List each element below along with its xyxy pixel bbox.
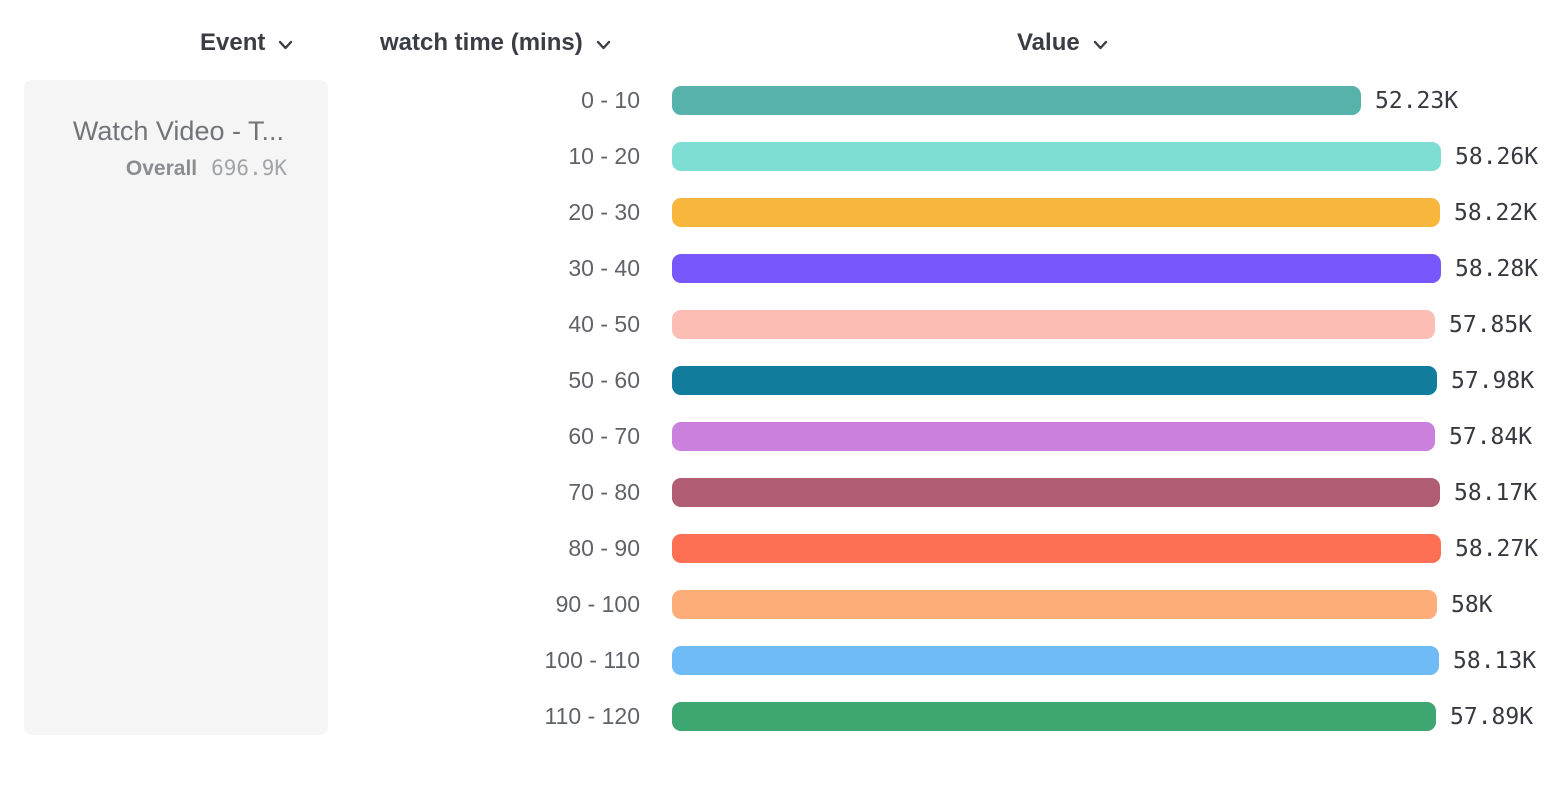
value-bar[interactable] [672, 254, 1441, 283]
value-bar[interactable] [672, 478, 1440, 507]
value-label: 58.22K [1454, 200, 1538, 226]
event-column-dropdown[interactable]: Event [200, 29, 293, 57]
value-bar[interactable] [672, 534, 1441, 563]
chevron-down-icon [1093, 40, 1108, 50]
chart-row: 20 - 30 58.22K [0, 198, 1568, 227]
bucket-label: 50 - 60 [568, 367, 640, 393]
value-column-dropdown[interactable]: Value [1017, 29, 1108, 57]
value-label: 57.85K [1449, 312, 1533, 338]
bucket-label: 110 - 120 [544, 703, 640, 729]
chart-row: 80 - 90 58.27K [0, 534, 1568, 563]
value-column-label: Value [1017, 29, 1080, 56]
chart-row: 50 - 60 57.98K [0, 366, 1568, 395]
chevron-down-icon [596, 40, 611, 50]
chart-row: 70 - 80 58.17K [0, 478, 1568, 507]
chart-row: 100 - 110 58.13K [0, 646, 1568, 675]
chart-row: 10 - 20 58.26K [0, 142, 1568, 171]
bucket-label: 70 - 80 [568, 479, 640, 505]
overall-label: Overall [125, 157, 198, 180]
value-bar[interactable] [672, 310, 1435, 339]
value-label: 58K [1451, 592, 1493, 618]
bucket-label: 10 - 20 [568, 143, 640, 169]
value-label: 58.28K [1455, 256, 1539, 282]
chart-row: 30 - 40 58.28K [0, 254, 1568, 283]
bucket-label: 80 - 90 [568, 535, 640, 561]
bucket-label: 20 - 30 [568, 199, 640, 225]
value-bar[interactable] [672, 702, 1436, 731]
value-label: 57.84K [1449, 424, 1533, 450]
value-label: 52.23K [1375, 88, 1459, 114]
bucket-label: 100 - 110 [544, 647, 640, 673]
bucket-label: 90 - 100 [555, 591, 640, 617]
chart-row: 110 - 120 57.89K [0, 702, 1568, 731]
value-bar[interactable] [672, 366, 1437, 395]
bucket-label: 30 - 40 [568, 255, 640, 281]
value-label: 57.98K [1451, 368, 1535, 394]
value-label: 58.27K [1455, 536, 1539, 562]
bucket-label: 60 - 70 [568, 423, 640, 449]
bucket-label: 40 - 50 [568, 311, 640, 337]
event-column-label: Event [200, 29, 266, 56]
breakdown-column-label: watch time (mins) [380, 29, 583, 56]
bucket-label: 0 - 10 [581, 87, 640, 113]
value-bar[interactable] [672, 198, 1440, 227]
chevron-down-icon [278, 40, 293, 50]
value-label: 58.26K [1455, 144, 1539, 170]
value-bar[interactable] [672, 86, 1361, 115]
chart-row: 90 - 100 58K [0, 590, 1568, 619]
chart-row: 0 - 10 52.23K [0, 86, 1568, 115]
chart-row: 40 - 50 57.85K [0, 310, 1568, 339]
value-label: 58.13K [1453, 648, 1537, 674]
overall-value: 696.9K [211, 156, 287, 180]
breakdown-column-dropdown[interactable]: watch time (mins) [380, 29, 611, 57]
value-bar[interactable] [672, 422, 1435, 451]
value-label: 58.17K [1454, 480, 1538, 506]
value-bar[interactable] [672, 142, 1441, 171]
event-overall-row: Overall 696.9K [126, 156, 287, 181]
event-card[interactable]: Watch Video - T... Overall 696.9K [24, 80, 328, 735]
value-label: 57.89K [1450, 704, 1534, 730]
value-bar[interactable] [672, 646, 1439, 675]
value-bar[interactable] [672, 590, 1437, 619]
event-title: Watch Video - T... [72, 116, 284, 146]
chart-row: 60 - 70 57.84K [0, 422, 1568, 451]
